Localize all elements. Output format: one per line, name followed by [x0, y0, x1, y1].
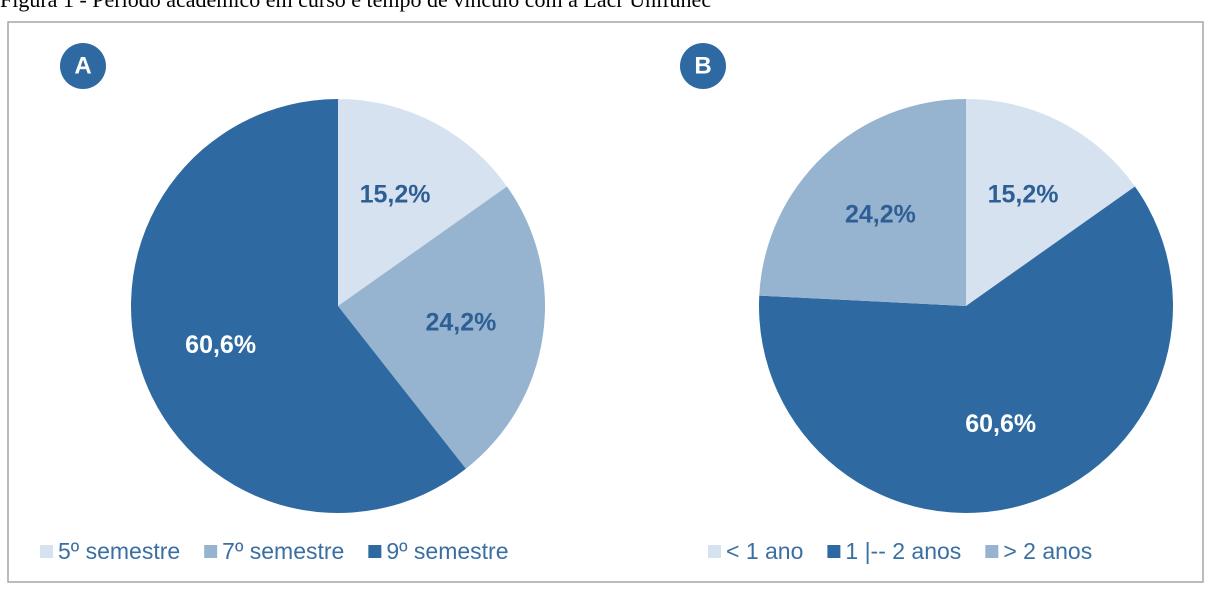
- slice-label: 24,2%: [425, 308, 496, 336]
- slice-label: 60,6%: [965, 410, 1036, 438]
- panel-badge: [680, 43, 726, 89]
- legend-swatch: [827, 545, 841, 558]
- legend-label: 5º semestre: [58, 538, 180, 564]
- legend-swatch: [368, 545, 382, 558]
- panel-badge: [60, 43, 106, 89]
- figure-title: Figura 1 - Período acadêmico em curso e …: [0, 0, 711, 12]
- slice-label: 15,2%: [360, 180, 431, 208]
- legend-label: 1 |-- 2 anos: [845, 538, 961, 564]
- legend-swatch: [204, 545, 218, 558]
- slice-label: 24,2%: [845, 201, 916, 229]
- pie-slice: [966, 99, 1135, 306]
- pie-slice: [338, 99, 507, 306]
- frame: [7, 21, 1204, 583]
- pie-slice: [759, 186, 1173, 514]
- panel-label: B: [694, 52, 711, 79]
- legend-label: 9º semestre: [386, 538, 508, 564]
- legend-swatch: [708, 545, 721, 558]
- pie-slice: [338, 186, 545, 469]
- panel-label: A: [74, 52, 91, 79]
- legend-swatch: [985, 545, 999, 558]
- legend-label: < 1 ano: [726, 538, 803, 564]
- legend-label: 7º semestre: [222, 538, 344, 564]
- slice-label: 15,2%: [988, 180, 1059, 208]
- legend-label: > 2 anos: [1003, 538, 1092, 564]
- slice-label: 60,6%: [185, 331, 256, 359]
- legend-swatch: [40, 545, 53, 558]
- pie-slice: [759, 99, 966, 306]
- pie-slice: [130, 99, 466, 514]
